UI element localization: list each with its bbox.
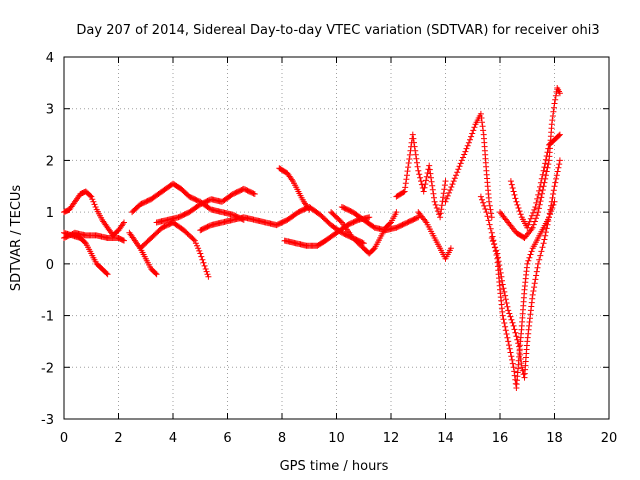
x-tick-label: 18 [546, 431, 563, 446]
marker-points [126, 229, 160, 278]
marker-points [153, 185, 258, 226]
marker-points [497, 85, 563, 241]
marker-points [61, 229, 127, 244]
x-tick-label: 16 [492, 431, 509, 446]
marker-points [477, 193, 558, 391]
x-axis-label: GPS time / hours [280, 459, 389, 474]
grid-lines [64, 57, 609, 419]
series-trace-d [129, 180, 247, 223]
series-trace-f [137, 219, 212, 280]
series-trace-a [61, 188, 127, 239]
y-axis-label: SDTVAR / TECUs [9, 185, 24, 292]
x-tick-label: 14 [437, 431, 454, 446]
x-tick-label: 4 [169, 431, 177, 446]
y-tick-label: -1 [41, 310, 54, 325]
series-trace-s [507, 131, 563, 231]
y-tick-label: -2 [41, 361, 54, 376]
series-trace-m [393, 131, 449, 221]
series-trace-l [338, 204, 422, 234]
marker-points [129, 180, 247, 223]
y-tick-label: -3 [41, 413, 54, 428]
y-tick-label: 2 [46, 154, 54, 169]
series-trace-g [153, 185, 258, 226]
series-trace-e [126, 229, 160, 278]
marker-points [276, 165, 313, 213]
data-series [61, 85, 563, 391]
series-trace-c [61, 229, 127, 244]
x-tick-label: 8 [278, 431, 286, 446]
y-tick-label: 1 [46, 206, 54, 221]
y-tick-label: 4 [46, 51, 54, 66]
series-trace-i [276, 165, 313, 213]
marker-points [507, 131, 563, 231]
x-axis: 0 2 4 6 8 10 12 14 16 18 20 [60, 57, 617, 446]
series-trace-n [415, 209, 454, 262]
y-tick-label: 3 [46, 103, 54, 118]
series-trace-p [477, 193, 558, 391]
x-tick-label: 2 [114, 431, 122, 446]
series-trace-r [497, 85, 563, 241]
x-tick-label: 6 [223, 431, 231, 446]
marker-points [442, 110, 495, 221]
series-trace-o [442, 110, 495, 221]
marker-points [488, 157, 563, 381]
marker-points [338, 204, 422, 234]
x-tick-label: 12 [383, 431, 400, 446]
marker-points [61, 188, 127, 239]
x-tick-label: 20 [601, 431, 618, 446]
y-tick-label: 0 [46, 258, 54, 273]
x-tick-label: 0 [60, 431, 68, 446]
x-tick-label: 10 [328, 431, 345, 446]
chart-title: Day 207 of 2014, Sidereal Day-to-day VTE… [76, 23, 599, 38]
series-trace-q [488, 157, 563, 381]
marker-points [415, 209, 454, 262]
marker-points [137, 219, 212, 280]
y-axis: -3 -2 -1 0 1 2 3 4 [41, 51, 609, 428]
marker-points [393, 131, 449, 221]
